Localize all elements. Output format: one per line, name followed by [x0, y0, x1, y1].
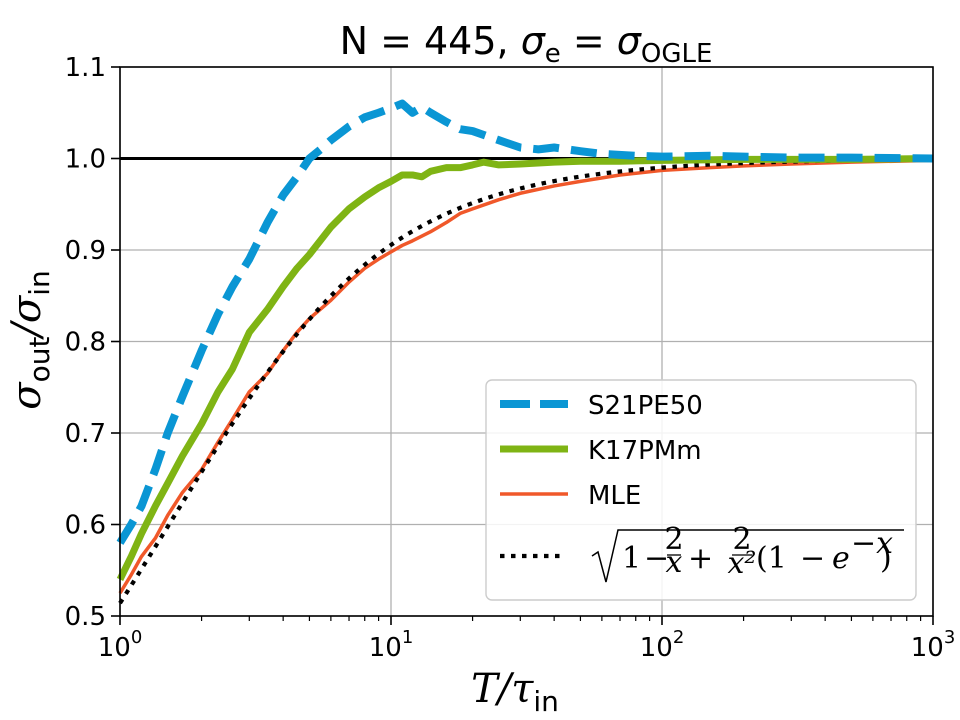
series-layer — [116, 99, 934, 605]
formula-plus: + — [688, 541, 713, 576]
x-tick-label: 103 — [911, 627, 956, 663]
y-tick-label: 0.7 — [65, 419, 106, 449]
formula-frac2-num: 2 — [732, 522, 751, 557]
ticks: 0.5 0.6 0.7 0.8 0.9 1.0 1.1 100 101 102 103 — [65, 53, 956, 663]
formula-frac1-num: 2 — [664, 522, 683, 557]
plot-frame — [119, 66, 934, 617]
x-tick-label: 101 — [369, 627, 414, 663]
formula-minus2: − — [800, 541, 825, 576]
formula-frac2-den: x² — [728, 546, 757, 581]
y-tick-label: 0.9 — [65, 236, 106, 266]
legend-label-s21pe50: S21PE50 — [588, 391, 703, 421]
y-tick-label: 0.6 — [65, 511, 106, 541]
series-line-k17pmm — [116, 155, 934, 581]
formula-paren-close: ) — [880, 541, 892, 576]
formula-minus: − — [644, 541, 669, 576]
y-tick-label: 0.5 — [65, 602, 106, 632]
x-tick-label: 102 — [640, 627, 685, 663]
formula-e: e — [832, 541, 850, 576]
x-axis-label: T/τin — [471, 666, 559, 718]
series-line-mle — [118, 158, 934, 595]
formula-exponent: −x — [851, 526, 893, 561]
sqrt-sign — [591, 529, 904, 583]
legend-box — [485, 379, 917, 601]
formula-one: 1 — [622, 541, 641, 576]
y-tick-label: 1.0 — [65, 145, 106, 175]
y-axis-label: σout/σin — [4, 270, 56, 409]
y-tick-label: 0.8 — [65, 328, 106, 358]
formula-paren-open: (1 — [756, 541, 787, 576]
legend-formula: 1 − 2 x + 2 x² (1 − e −x ) — [591, 522, 904, 583]
series-line-s21pe50 — [116, 99, 934, 545]
legend: S21PE50 K17PMm MLE 1 − 2 x + 2 x² (1 − e… — [485, 379, 917, 601]
chart-title: N = 445, σe = σOGLE — [340, 19, 713, 69]
x-tick-label: 100 — [98, 627, 143, 663]
legend-label-mle: MLE — [588, 481, 641, 511]
formula-frac1-den: x — [666, 545, 683, 580]
y-tick-label: 1.1 — [65, 53, 106, 83]
legend-label-k17pmm: K17PMm — [588, 436, 702, 466]
